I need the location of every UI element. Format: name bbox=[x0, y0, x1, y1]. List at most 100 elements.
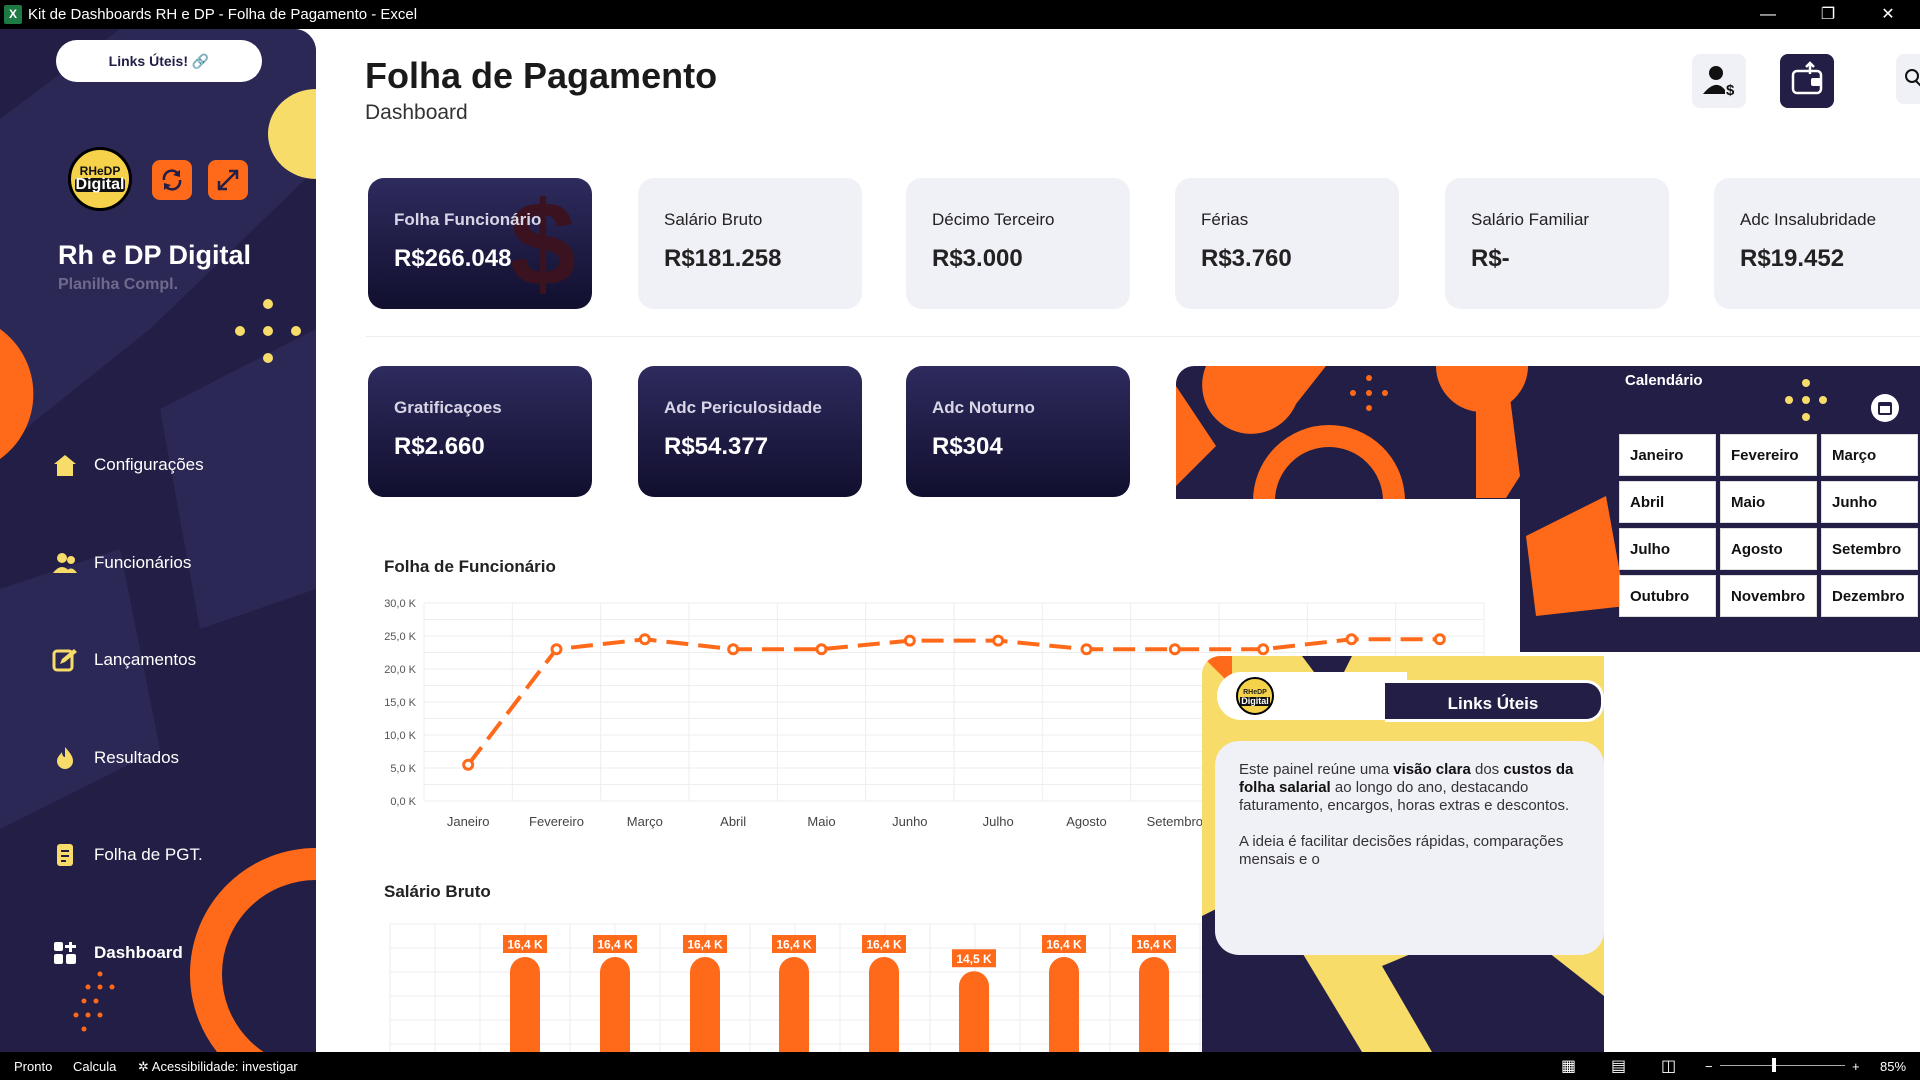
zoom-slider[interactable] bbox=[1720, 1065, 1845, 1066]
card-decimo-terceiro: Décimo Terceiro R$3.000 bbox=[906, 178, 1130, 309]
x-tick-label: Junho bbox=[892, 814, 927, 829]
brand-logo: RHeDP Digital bbox=[68, 147, 132, 211]
document-icon bbox=[52, 842, 78, 868]
month-button[interactable]: Junho bbox=[1821, 481, 1918, 523]
month-button[interactable]: Fevereiro bbox=[1720, 434, 1817, 476]
page-title: Folha de Pagamento bbox=[365, 55, 718, 96]
data-label-box bbox=[1042, 935, 1086, 953]
zoom-out-button[interactable]: − bbox=[1705, 1059, 1713, 1074]
month-button[interactable]: Outubro bbox=[1619, 575, 1716, 617]
search-button[interactable] bbox=[1896, 54, 1920, 104]
month-button[interactable]: Dezembro bbox=[1821, 575, 1918, 617]
zoom-in-button[interactable]: + bbox=[1852, 1059, 1860, 1074]
nav-lancamentos[interactable]: Lançamentos bbox=[52, 645, 196, 675]
status-calc[interactable]: Calcula bbox=[73, 1059, 117, 1074]
nav-dashboard[interactable]: Dashboard bbox=[52, 938, 183, 968]
excel-icon: X bbox=[4, 5, 22, 24]
y-tick-label: 10,0 K bbox=[384, 730, 416, 742]
status-bar: Pronto Calcula ✲ Acessibilidade: investi… bbox=[0, 1052, 1920, 1080]
nav-label: Dashboard bbox=[94, 943, 183, 962]
bar bbox=[1049, 957, 1079, 1052]
nav-funcionarios[interactable]: Funcionários bbox=[52, 548, 191, 578]
divider bbox=[366, 336, 1920, 337]
links-uteis-button[interactable]: Links Úteis! 🔗 bbox=[56, 40, 262, 82]
data-label-box bbox=[772, 935, 816, 953]
month-button[interactable]: Abril bbox=[1619, 481, 1716, 523]
calendar-title: Calendário bbox=[1625, 372, 1703, 389]
x-tick-label: Abril bbox=[720, 814, 746, 829]
card-salario-bruto: Salário Bruto R$181.258 bbox=[638, 178, 862, 309]
wallet-icon bbox=[1791, 61, 1823, 95]
card-label: Folha Funcionário bbox=[394, 210, 542, 229]
status-ready: Pronto bbox=[14, 1059, 53, 1074]
data-point bbox=[1257, 643, 1270, 656]
page-layout-button[interactable]: ▤ bbox=[1611, 1058, 1627, 1075]
bar bbox=[690, 957, 720, 1052]
bar bbox=[510, 957, 540, 1052]
nav-label: Folha de PGT. bbox=[94, 845, 203, 864]
data-point bbox=[1168, 643, 1181, 656]
data-label-box bbox=[593, 935, 637, 953]
refresh-button[interactable] bbox=[152, 160, 192, 200]
card-label: Adc Periculosidade bbox=[664, 398, 822, 417]
card-value: R$266.048 bbox=[394, 245, 512, 272]
month-button[interactable]: Maio bbox=[1720, 481, 1817, 523]
nav-folha-pgt[interactable]: Folha de PGT. bbox=[52, 840, 203, 870]
sidebar-decoration bbox=[0, 29, 316, 1052]
x-tick-label: Fevereiro bbox=[529, 814, 584, 829]
brand-name: Rh e DP Digital bbox=[58, 240, 252, 270]
search-icon bbox=[1905, 69, 1920, 87]
nav-label: Lançamentos bbox=[94, 650, 197, 669]
card-label: Salário Bruto bbox=[664, 210, 763, 229]
refresh-icon bbox=[162, 169, 182, 191]
x-tick-label: Março bbox=[627, 814, 663, 829]
month-button[interactable]: Agosto bbox=[1720, 528, 1817, 570]
month-button[interactable]: Janeiro bbox=[1619, 434, 1716, 476]
logo-top-text: RHeDP bbox=[79, 164, 121, 178]
month-button[interactable]: Março bbox=[1821, 434, 1918, 476]
restore-button[interactable]: ❐ bbox=[1820, 6, 1836, 23]
card-adc-noturno: Adc Noturno R$304 bbox=[906, 366, 1130, 497]
bar bbox=[779, 957, 809, 1052]
y-tick-label: 30,0 K bbox=[384, 598, 416, 610]
data-label: 16,4 K bbox=[866, 938, 902, 952]
card-label: Gratificaçoes bbox=[394, 398, 502, 417]
card-adc-insalubridade: Adc Insalubridade R$19.452 bbox=[1714, 178, 1920, 309]
close-button[interactable]: ✕ bbox=[1881, 6, 1895, 23]
nav-label: Funcionários bbox=[94, 553, 192, 572]
data-label-box bbox=[862, 935, 906, 953]
month-button[interactable]: Novembro bbox=[1720, 575, 1817, 617]
y-tick-label: 0,0 K bbox=[390, 796, 416, 808]
zoom-level[interactable]: 85% bbox=[1880, 1059, 1907, 1074]
page-break-button[interactable]: ◫ bbox=[1661, 1058, 1677, 1075]
accessibility-status[interactable]: ✲ Acessibilidade: investigar bbox=[138, 1059, 298, 1074]
month-button[interactable]: Setembro bbox=[1821, 528, 1918, 570]
sidebar: Links Úteis! 🔗 RHeDP Digital Rh e DP Dig… bbox=[0, 29, 316, 1052]
normal-view-button[interactable]: ▦ bbox=[1561, 1058, 1577, 1075]
minimize-button[interactable]: — bbox=[1760, 6, 1776, 23]
data-label: 14,5 K bbox=[956, 952, 992, 966]
employee-pay-button[interactable]: $ bbox=[1692, 54, 1746, 108]
data-label: 16,4 K bbox=[1136, 938, 1172, 952]
zoom-slider-thumb[interactable] bbox=[1772, 1058, 1776, 1072]
card-gratificacoes: Gratificaçoes R$2.660 bbox=[368, 366, 592, 497]
page-subtitle: Dashboard bbox=[365, 101, 468, 124]
card-label: Salário Familiar bbox=[1471, 210, 1590, 229]
bar bbox=[600, 957, 630, 1052]
data-point bbox=[815, 643, 828, 656]
links-uteis-tab[interactable]: Links Úteis bbox=[1385, 680, 1604, 722]
card-folha-funcionario: $ Folha Funcionário R$266.048 bbox=[368, 178, 592, 309]
data-label-box bbox=[952, 949, 996, 968]
data-point bbox=[727, 643, 740, 656]
nav-resultados[interactable]: Resultados bbox=[52, 743, 179, 773]
nav-configuracoes[interactable]: Configurações bbox=[52, 450, 204, 480]
calendar-icon[interactable] bbox=[1871, 394, 1899, 422]
month-button[interactable]: Julho bbox=[1619, 528, 1716, 570]
links-card-logo: RHeDP Digital bbox=[1236, 677, 1274, 715]
card-value: R$304 bbox=[932, 433, 1003, 460]
people-icon bbox=[52, 550, 78, 576]
expand-button[interactable] bbox=[208, 160, 248, 200]
wallet-button[interactable] bbox=[1780, 54, 1834, 108]
x-tick-label: Janeiro bbox=[447, 814, 490, 829]
series-line bbox=[466, 637, 1440, 766]
